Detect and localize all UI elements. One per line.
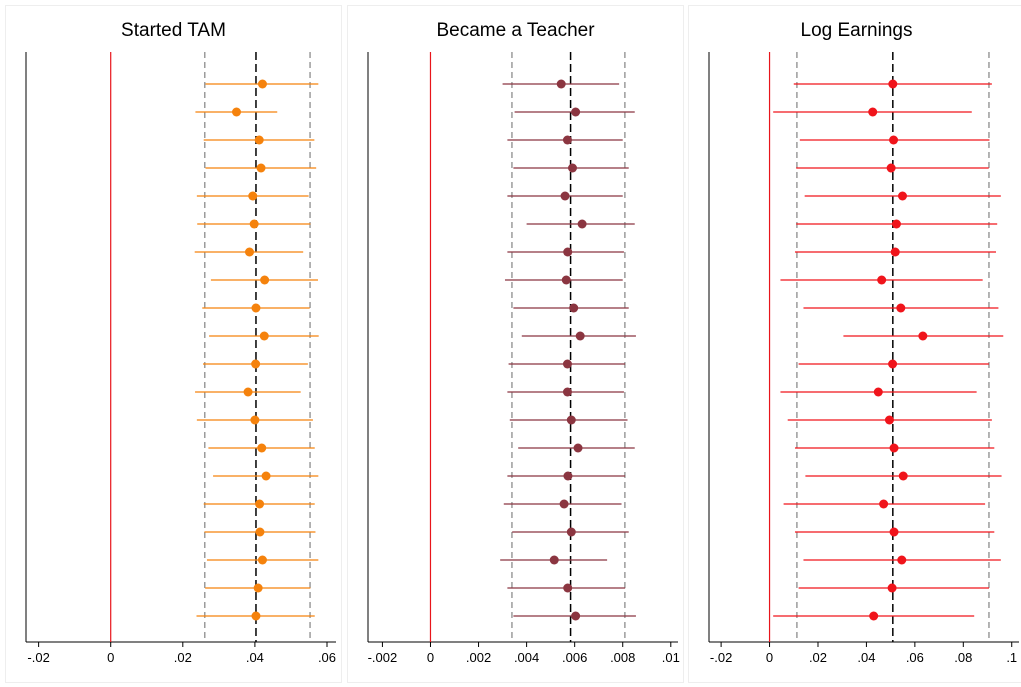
point-estimate <box>559 499 569 509</box>
point-estimate <box>560 191 570 201</box>
x-tick-label: .06 <box>318 650 336 665</box>
point-estimate <box>562 359 572 369</box>
x-tick-label: .01 <box>662 650 680 665</box>
point-estimate <box>251 611 261 621</box>
point-estimate <box>563 247 573 257</box>
point-estimate <box>569 303 579 313</box>
point-estimate <box>573 443 583 453</box>
point-estimate <box>896 303 906 313</box>
x-tick-label: -.002 <box>368 650 398 665</box>
point-estimate <box>577 219 587 229</box>
point-estimate <box>232 107 242 117</box>
point-estimate <box>869 611 879 621</box>
point-estimate <box>897 555 907 565</box>
chart-became-a-teacher: -.002 0 .002 .004 .006 .008 .01 <box>367 52 680 665</box>
point-estimate <box>556 79 566 89</box>
x-tick-label: .002 <box>466 650 491 665</box>
point-estimate <box>561 275 571 285</box>
point-estimate <box>888 359 898 369</box>
panel-title: Became a Teacher <box>436 20 595 41</box>
panel-title: Started TAM <box>121 20 226 41</box>
point-estimate <box>562 135 572 145</box>
point-estimate <box>575 331 585 341</box>
panel-became-a-teacher: Became a Teacher -.002 0 .002 .004 .006 .008.… <box>347 5 684 683</box>
point-estimate <box>563 471 573 481</box>
point-estimate <box>562 387 572 397</box>
point-estimate <box>257 79 267 89</box>
point-estimate <box>886 163 896 173</box>
point-estimate <box>873 387 883 397</box>
x-tick-label: .02 <box>809 650 827 665</box>
point-estimate <box>250 415 260 425</box>
point-estimate <box>889 443 899 453</box>
point-estimate <box>898 191 908 201</box>
point-estimate <box>566 527 576 537</box>
point-estimate <box>248 191 258 201</box>
point-estimate <box>253 583 263 593</box>
panel-log-earnings: Log Earnings -.02 0 .02 .04 .06 .08 .1 <box>688 5 1021 683</box>
point-estimate <box>884 415 894 425</box>
chart-started-tam: -.02 0 .02 .04 .06 <box>25 52 336 665</box>
panel-title: Log Earnings <box>800 20 913 41</box>
point-estimate <box>254 135 264 145</box>
point-estimate <box>566 415 576 425</box>
point-estimate <box>249 219 259 229</box>
point-estimate <box>571 107 581 117</box>
x-tick-label: .02 <box>174 650 192 665</box>
point-estimate <box>918 331 928 341</box>
point-estimate <box>891 219 901 229</box>
x-tick-label: .004 <box>514 650 539 665</box>
point-estimate <box>259 331 269 341</box>
panel-started-tam: Started TAM -.02 0 .02 .04 .06 <box>5 5 342 683</box>
x-tick-label: .04 <box>246 650 264 665</box>
point-estimate <box>563 583 573 593</box>
x-tick-label: .04 <box>857 650 875 665</box>
point-estimate <box>571 611 581 621</box>
point-estimate <box>889 527 899 537</box>
x-tick-label: 0 <box>107 650 114 665</box>
point-estimate <box>243 387 253 397</box>
point-estimate <box>888 79 898 89</box>
x-tick-label: .06 <box>906 650 924 665</box>
point-estimate <box>257 443 267 453</box>
x-tick-label: 0 <box>766 650 773 665</box>
point-estimate <box>251 359 261 369</box>
point-estimate <box>568 163 578 173</box>
point-estimate <box>868 107 878 117</box>
point-estimate <box>889 135 899 145</box>
x-tick-label: .006 <box>562 650 587 665</box>
point-estimate <box>879 499 889 509</box>
point-estimate <box>887 583 897 593</box>
x-tick-label: .008 <box>610 650 635 665</box>
point-estimate <box>549 555 559 565</box>
chart-log-earnings: -.02 0 .02 .04 .06 .08 .1 <box>708 52 1019 665</box>
x-tick-label: .1 <box>1006 650 1017 665</box>
point-estimate <box>261 471 271 481</box>
point-estimate <box>251 303 261 313</box>
x-tick-label: .08 <box>954 650 972 665</box>
point-estimate <box>255 499 265 509</box>
x-tick-label: -.02 <box>27 650 49 665</box>
point-estimate <box>898 471 908 481</box>
point-estimate <box>877 275 887 285</box>
point-estimate <box>257 555 267 565</box>
point-estimate <box>256 163 266 173</box>
x-tick-label: -.02 <box>710 650 732 665</box>
point-estimate <box>244 247 254 257</box>
point-estimate <box>260 275 270 285</box>
point-estimate <box>890 247 900 257</box>
point-estimate <box>255 527 265 537</box>
x-tick-label: 0 <box>427 650 434 665</box>
